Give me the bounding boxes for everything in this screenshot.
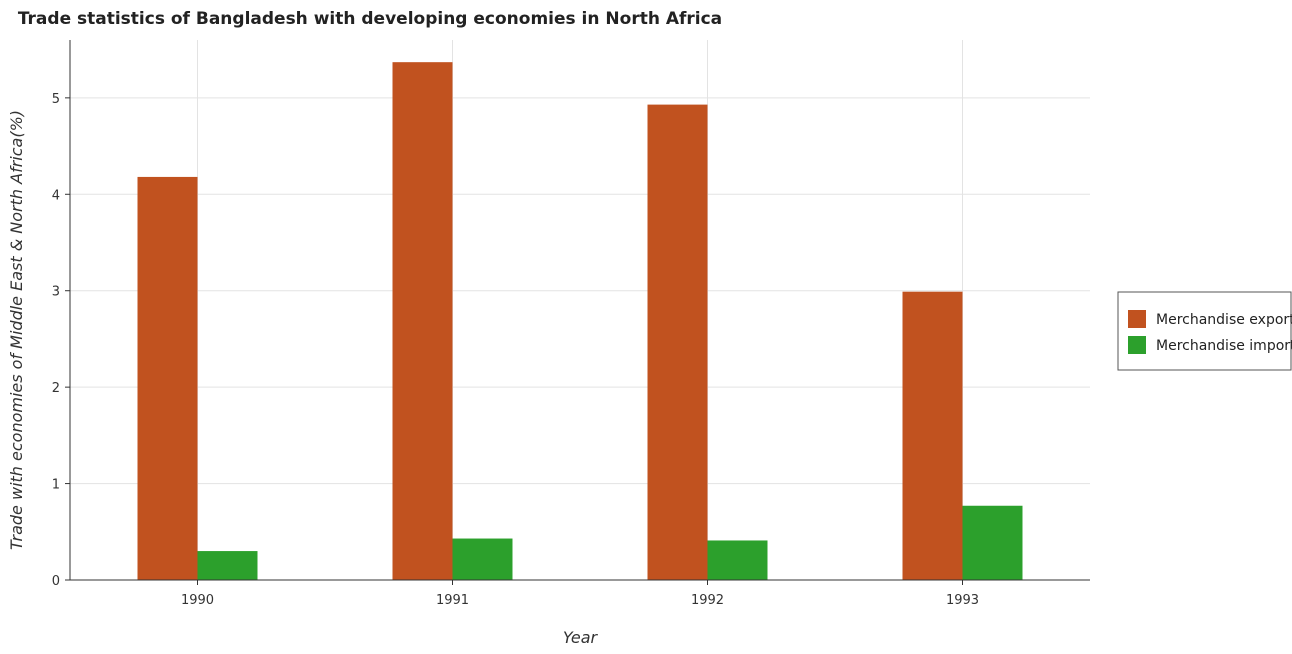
y-tick-label: 4 xyxy=(52,188,60,203)
y-tick-label: 3 xyxy=(52,285,60,300)
x-tick-label: 1991 xyxy=(436,593,469,608)
bar-exports xyxy=(137,176,198,580)
legend-swatch xyxy=(1128,310,1146,328)
chart-title: Trade statistics of Bangladesh with deve… xyxy=(18,9,722,29)
y-tick-label: 2 xyxy=(52,381,60,396)
x-tick-label: 1993 xyxy=(946,593,979,608)
legend-label: Merchandise exports xyxy=(1156,312,1292,328)
bars xyxy=(137,62,1023,580)
x-tick-labels: 1990 1991 1992 1993 xyxy=(181,593,979,608)
y-tick-label: 1 xyxy=(52,478,60,493)
y-tick-label: 5 xyxy=(52,92,60,107)
axes xyxy=(65,40,1090,585)
bar-imports xyxy=(197,551,258,580)
legend: Merchandise exports Merchandise imports xyxy=(1117,291,1292,371)
bar-exports xyxy=(647,104,708,580)
bar-exports xyxy=(392,62,453,580)
y-tick-labels: 0 1 2 3 4 5 xyxy=(52,92,60,589)
bar-imports xyxy=(707,540,768,580)
legend-box xyxy=(1117,291,1292,371)
x-tick-label: 1992 xyxy=(691,593,724,608)
bar-exports xyxy=(902,291,963,580)
bar-imports xyxy=(962,505,1023,580)
x-axis-label: Year xyxy=(563,628,599,647)
bar-imports xyxy=(452,538,513,580)
legend-label: Merchandise imports xyxy=(1156,338,1292,354)
y-axis-label: Trade with economies of Middle East & No… xyxy=(7,110,26,550)
legend-swatch xyxy=(1128,336,1146,354)
y-tick-label: 0 xyxy=(52,574,60,589)
x-tick-label: 1990 xyxy=(181,593,214,608)
